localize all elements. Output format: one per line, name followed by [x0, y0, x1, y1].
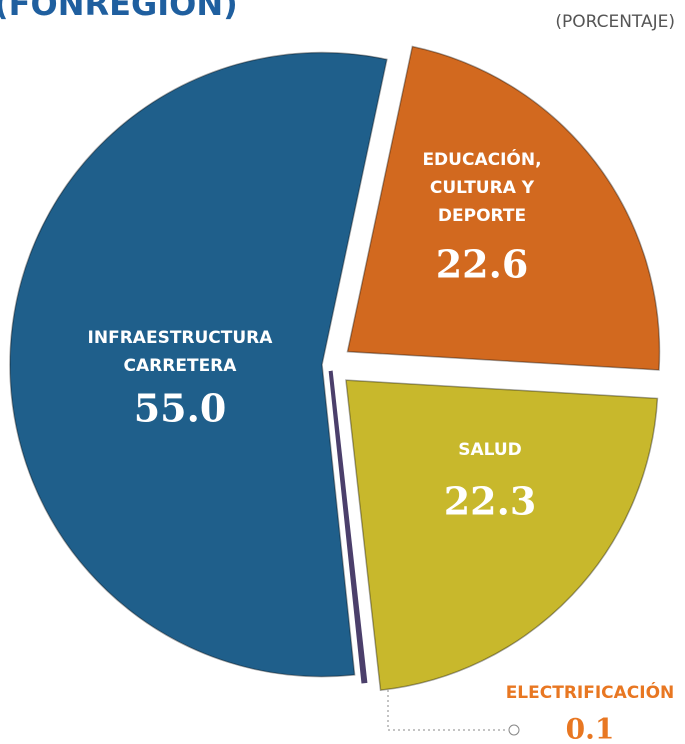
- pie-slice: [9, 51, 388, 678]
- slice-label: SALUD: [458, 440, 522, 460]
- pie-slice: [345, 379, 659, 692]
- leader-dot: [508, 724, 520, 736]
- slice-value: 0.1: [566, 713, 615, 744]
- slice-label: CARRETERA: [124, 356, 238, 376]
- slice-value: 22.6: [436, 242, 529, 287]
- slice-value: 22.3: [444, 479, 537, 524]
- chart-title: (FONREGIÓN): [0, 0, 238, 23]
- pie-slice: [346, 45, 661, 371]
- slice-label: DEPORTE: [438, 206, 526, 226]
- chart-subtitle: (PORCENTAJE): [555, 12, 675, 32]
- slice-label: INFRAESTRUCTURA: [88, 328, 274, 348]
- slice-label: EDUCACIÓN,: [422, 148, 541, 170]
- slice-value: 55.0: [134, 386, 227, 431]
- leader-line: [387, 680, 508, 731]
- slice-label: ELECTRIFICACIÓN: [506, 681, 675, 703]
- slice-label: CULTURA Y: [430, 178, 535, 198]
- pie-slice: [328, 370, 368, 684]
